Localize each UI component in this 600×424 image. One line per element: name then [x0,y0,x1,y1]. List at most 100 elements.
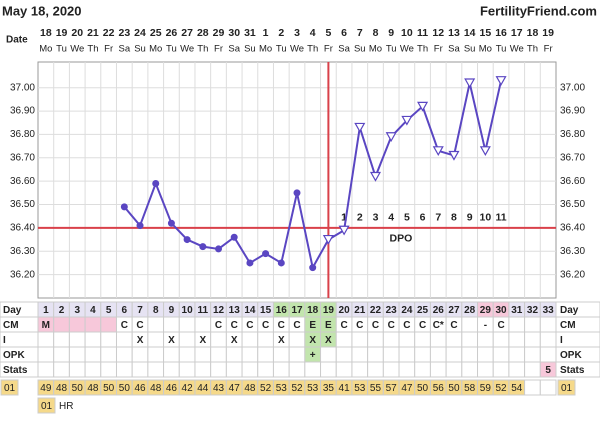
table-cell [320,346,337,363]
date-label: 4 [310,27,316,39]
cell-value: - [484,320,487,331]
table-cell [539,331,557,348]
chart-date: May 18, 2020 [2,3,82,18]
date-label: 1 [263,27,269,39]
table-cell [351,346,369,363]
cell-value: 3 [74,305,80,316]
dpo-text: DPO [389,233,412,245]
cell-value: 17 [291,305,303,316]
date-label: 2 [278,27,284,39]
cell-value: 5 [106,305,112,316]
dpo-label: 8 [451,212,457,224]
table-cell [178,316,196,333]
dpo-label: 4 [388,212,394,224]
x-axis-label: Date [6,35,28,46]
times-value: 49 [40,383,52,394]
cell-value: 32 [527,305,539,316]
table-cell [147,361,165,378]
date-label: 12 [432,27,444,39]
table-cell [53,361,70,378]
temperature-point [401,115,413,126]
temperature-point [354,122,366,133]
times-value: 46 [134,383,146,394]
table-cell [382,361,400,378]
table-cell [68,331,86,348]
table-cell [163,316,180,333]
table-cell [524,316,541,333]
y-tick-label: 36.60 [10,176,35,187]
table-cell [225,346,243,363]
table-cell [539,361,557,378]
times-label-right-bg [557,379,576,396]
y-tick-label: 36.30 [10,246,35,257]
temperature-point [199,243,207,251]
weekday-label: Th [307,44,318,55]
y-tick-label-right: 36.40 [560,223,585,234]
table-cell [257,346,274,363]
table-cell [147,331,165,348]
times-value: 53 [354,383,366,394]
temperature-point [293,189,301,197]
times-value: 48 [244,383,256,394]
date-label: 31 [244,27,256,39]
cell-value: C [450,320,457,331]
table-cell [131,346,149,363]
table-cell [225,361,243,378]
temperature-point [448,150,460,161]
site-name: FertilityFriend.com [480,3,597,18]
date-label: 18 [40,27,52,39]
weekday-label: Tu [56,44,67,55]
y-tick-label-right: 36.90 [560,106,585,117]
times-value: 52 [260,383,272,394]
weekday-label: We [510,44,524,55]
table-cell [524,361,541,378]
temperature-point [262,250,270,258]
times-value: 35 [323,383,335,394]
times-label-right: 01 [561,383,573,394]
table-cell [68,316,86,333]
table-cell [414,331,431,348]
table-cell [53,316,70,333]
y-tick-label: 36.70 [10,152,35,163]
table-cell [115,361,133,378]
temperature-point [183,236,191,244]
table-cell [100,346,117,363]
cell-value: C [372,320,379,331]
date-label: 23 [118,27,130,39]
table-cell [414,361,431,378]
cell-value: C* [433,320,444,331]
y-tick-label-right: 36.30 [560,246,585,257]
times-value: 46 [166,383,178,394]
table-cell [524,346,541,363]
table-cell [335,361,353,378]
y-tick-label-right: 36.20 [560,269,585,280]
cell-value: X [325,335,332,346]
cell-value: 20 [339,305,351,316]
cell-value: 12 [213,305,225,316]
cell-value: X [278,335,285,346]
weekday-label: Tu [276,44,287,55]
times-value: 47 [229,383,241,394]
table-cell [147,346,165,363]
y-tick-label-right: 36.60 [560,176,585,187]
times-value: 53 [276,383,288,394]
table-cell [461,316,479,333]
date-label: 19 [56,27,68,39]
table-cell [194,361,212,378]
times-value: 48 [150,383,162,394]
weekday-label: Fr [434,44,443,55]
cell-value: C [356,320,363,331]
cell-value: X [168,335,175,346]
times-value: 53 [307,383,319,394]
cell-value: 7 [137,305,143,316]
y-tick-label: 36.90 [10,106,35,117]
date-label: 22 [103,27,115,39]
table-cell [131,361,149,378]
row-label-right: OPK [560,350,582,361]
table-cell [68,346,86,363]
cell-value: 14 [244,305,256,316]
table-cell [210,361,227,378]
row-label: I [3,335,6,346]
date-label: 8 [373,27,379,39]
legend-swatch [37,397,56,414]
